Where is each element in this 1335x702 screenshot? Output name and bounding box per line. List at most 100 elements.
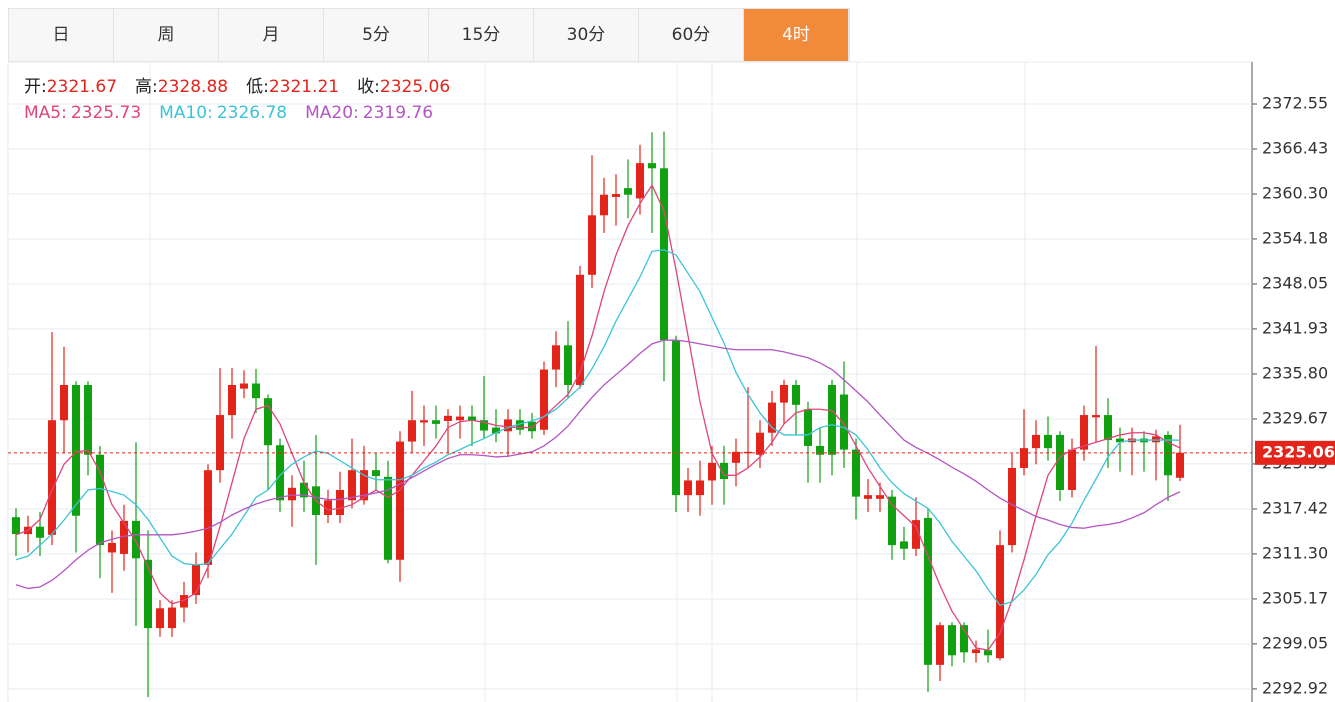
candle-body (108, 542, 116, 553)
candle-body (276, 445, 284, 501)
ma-label: MA5: (24, 103, 67, 123)
y-tick-label: 2341.93 (1262, 318, 1328, 337)
layout (7, 61, 1253, 702)
y-tick-label: 2348.05 (1262, 273, 1328, 292)
candle-body (732, 451, 740, 463)
ma-line (15, 249, 1181, 607)
candle-body (1092, 415, 1100, 418)
y-tick-label: 2305.17 (1262, 588, 1328, 607)
candle-body (84, 384, 92, 455)
last-price-label: 2325.06 (1262, 442, 1335, 461)
candle-body (480, 420, 488, 431)
info-panel: 开:2321.67 高:2328.88 低:2321.21 收:2325.06 MA5:… (24, 74, 468, 126)
candle-body (48, 420, 56, 535)
y-tick-label: 2311.30 (1262, 543, 1328, 562)
candle-body (144, 559, 152, 629)
candle-body (408, 420, 416, 442)
candle-body (936, 625, 944, 665)
y-tick-label: 2335.80 (1262, 363, 1328, 382)
candle-body (1008, 467, 1016, 546)
candle-body (1020, 448, 1028, 468)
candle-body (528, 421, 536, 432)
candle-body (12, 517, 20, 535)
ma-line (15, 339, 1181, 590)
ma-value: 2319.76 (362, 103, 434, 123)
tab[interactable]: 周 (114, 9, 219, 61)
candle-body (120, 520, 128, 554)
candle-body (672, 340, 680, 496)
candle-body (612, 193, 620, 197)
tab[interactable]: 月 (219, 9, 324, 61)
y-tick-label: 2360.30 (1262, 183, 1328, 202)
candle-body (240, 383, 248, 389)
candle-body (576, 274, 584, 385)
candle-body (648, 163, 656, 169)
info-value: 2321.21 (268, 77, 340, 97)
candle-body (180, 595, 188, 608)
candle-body (996, 545, 1004, 659)
candle-body (432, 420, 440, 424)
candle-body (660, 168, 668, 341)
tab[interactable]: 60分 (639, 9, 744, 61)
ma-line (15, 183, 1181, 651)
candle-body (912, 520, 920, 549)
candle-body (516, 420, 524, 430)
candle-body (924, 517, 932, 665)
candle-body (420, 420, 428, 423)
candle-body (828, 384, 836, 455)
candle-body (564, 345, 572, 385)
ma-value: 2325.73 (70, 103, 142, 123)
candle-body (324, 500, 332, 515)
candle-body (972, 649, 980, 654)
ma-label: MA10: (159, 103, 213, 123)
candle-body (456, 416, 464, 421)
candle-body (984, 650, 992, 656)
candle-body (876, 495, 884, 499)
candle-body (228, 384, 236, 416)
candle-body (1164, 434, 1172, 476)
period-tabs: 日周月 5分 15分 30分 60分 4时 (8, 8, 850, 62)
candle-body (492, 427, 500, 434)
candle-body (1152, 436, 1160, 443)
candle-body (864, 495, 872, 499)
candle-body (1032, 434, 1040, 449)
candle-body (372, 470, 380, 477)
candle-body (816, 445, 824, 455)
candle-body (132, 520, 140, 559)
y-tick-label: 2372.55 (1262, 94, 1328, 113)
candle-body (720, 462, 728, 479)
candle-body (288, 487, 296, 501)
candle-body (216, 415, 224, 471)
info-value: 2325.06 (379, 77, 451, 97)
tab[interactable]: 30分 (534, 9, 639, 61)
candle-body (252, 383, 260, 399)
candle-body (1068, 449, 1076, 491)
candle-body (204, 470, 212, 565)
last-price-box (1255, 440, 1335, 465)
candle-body (1080, 415, 1088, 450)
candle-body (792, 384, 800, 405)
tab[interactable]: 15分 (429, 9, 534, 61)
candle-body (696, 480, 704, 496)
candle-body (600, 194, 608, 216)
candle-body (156, 608, 164, 629)
tab[interactable]: 4时 (744, 9, 849, 61)
candle-body (636, 163, 644, 199)
y-tick-label: 2292.92 (1262, 678, 1328, 697)
candle-body (900, 541, 908, 549)
info-label: 开: (24, 77, 47, 97)
candle-body (300, 482, 308, 498)
candle-body (192, 564, 200, 596)
tab[interactable]: 5分 (324, 9, 429, 61)
tab[interactable]: 日 (9, 9, 114, 61)
y-tick-label: 2317.42 (1262, 498, 1328, 517)
candle-body (552, 345, 560, 370)
y-tick-label: 2366.43 (1262, 138, 1328, 157)
y-tick-label: 2354.18 (1262, 228, 1328, 247)
candle-body (336, 490, 344, 515)
y-tick-label: 2299.05 (1262, 633, 1328, 652)
candle-body (348, 470, 356, 501)
candle-body (804, 409, 812, 446)
info-value: 2321.67 (46, 77, 118, 97)
